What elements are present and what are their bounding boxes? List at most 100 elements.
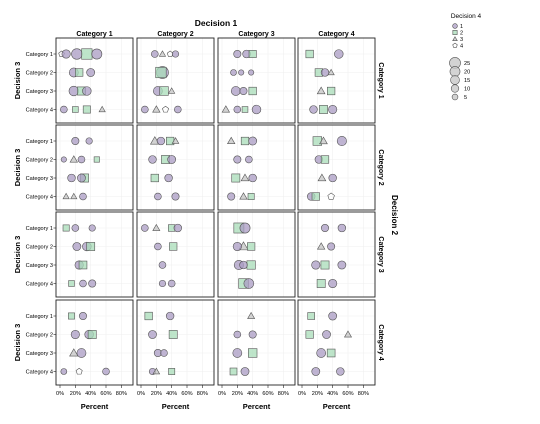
y-tick-label: Category 4 — [26, 108, 53, 114]
panel-border — [55, 299, 134, 386]
data-point — [71, 137, 80, 145]
decision-2-title: Decision 2 — [390, 195, 399, 236]
row-axis-title: Decision 3 — [13, 62, 22, 100]
data-point — [248, 173, 257, 183]
x-tick-label: 80% — [116, 391, 127, 397]
data-point — [232, 348, 243, 358]
panel-border — [217, 124, 296, 211]
data-point — [62, 192, 70, 200]
data-point — [247, 193, 255, 200]
data-point — [67, 173, 76, 183]
data-point — [173, 223, 182, 233]
data-point — [328, 104, 338, 115]
x-tick-label: 60% — [181, 391, 192, 397]
data-point — [78, 260, 88, 270]
panel-r4-c4 — [297, 299, 376, 386]
x-tick-label: 20% — [70, 391, 81, 397]
data-point — [230, 86, 241, 96]
data-point — [316, 348, 327, 358]
panel-background — [218, 212, 295, 297]
y-tick-label: Category 3 — [26, 89, 53, 95]
data-point — [226, 136, 236, 145]
data-point — [319, 105, 328, 114]
data-point — [141, 105, 149, 114]
panel-border — [55, 124, 134, 211]
data-point — [321, 224, 329, 232]
y-tick-label: Category 1 — [26, 226, 53, 232]
data-point — [171, 192, 180, 201]
data-point — [233, 155, 242, 164]
data-point — [320, 260, 330, 270]
panel-border — [297, 124, 376, 211]
column-strip-label: Category 1 — [76, 31, 112, 38]
data-point — [167, 279, 176, 288]
data-point — [168, 87, 176, 94]
panel-r1-c1 — [55, 37, 134, 124]
data-point — [152, 223, 161, 231]
data-point — [68, 312, 75, 320]
data-point — [231, 173, 241, 183]
data-point — [88, 224, 96, 232]
data-point — [320, 155, 330, 164]
legend-shape-label: 4 — [460, 44, 463, 50]
data-point — [102, 367, 110, 376]
data-point — [75, 68, 84, 77]
y-tick-label: Category 2 — [26, 158, 53, 164]
legend-title: Decision 4 — [451, 13, 482, 20]
data-point — [71, 224, 80, 232]
legend-shape-label: 2 — [460, 31, 463, 37]
data-point — [248, 348, 258, 358]
data-point — [150, 173, 159, 183]
data-point — [69, 348, 79, 357]
panel-border — [297, 299, 376, 386]
panel-border — [136, 37, 215, 124]
x-axis-title: Percent — [243, 402, 271, 411]
column-strip-label: Category 4 — [318, 31, 354, 38]
data-point — [248, 86, 257, 96]
data-point — [61, 49, 71, 59]
y-tick-label: Category 1 — [26, 52, 53, 58]
data-point — [158, 261, 167, 269]
data-point — [164, 173, 173, 183]
x-tick-label: 60% — [262, 391, 273, 397]
data-point — [327, 192, 335, 200]
data-point — [327, 86, 336, 96]
data-point — [248, 50, 257, 58]
legend-size-key — [451, 93, 459, 101]
data-point — [311, 260, 321, 270]
data-point — [77, 173, 86, 183]
data-point — [171, 137, 180, 144]
row-axis-title: Decision 3 — [13, 149, 22, 187]
panel-border — [55, 37, 134, 124]
data-point — [70, 192, 78, 200]
data-point — [171, 50, 180, 58]
data-point — [326, 348, 336, 358]
data-point — [316, 86, 326, 95]
data-point — [233, 50, 242, 58]
data-point — [70, 329, 80, 340]
data-point — [68, 280, 75, 287]
data-point — [154, 242, 162, 251]
data-point — [168, 330, 178, 339]
data-point — [311, 192, 320, 201]
data-point — [93, 156, 100, 163]
panel-background — [56, 125, 133, 210]
data-point — [79, 192, 87, 201]
panel-r1-c3 — [217, 37, 296, 124]
data-point — [319, 136, 328, 145]
data-point — [240, 173, 250, 182]
x-axis-title: Percent — [81, 402, 109, 411]
panel-border — [136, 211, 215, 298]
data-point — [343, 330, 353, 338]
panel-r2-c2 — [136, 124, 215, 211]
panel-r4-c3 — [217, 299, 296, 386]
data-point — [144, 311, 153, 321]
data-point — [336, 136, 347, 146]
data-point — [60, 105, 68, 114]
data-point — [305, 49, 314, 59]
panel-r2-c1 — [55, 124, 134, 211]
row-strip-label: Category 3 — [377, 236, 384, 272]
strip-labels: Category 1 Category 2 Category 3 Category 4… — [76, 31, 384, 361]
y-tick-label: Category 4 — [26, 370, 53, 376]
x-axis-title: Percent — [323, 402, 351, 411]
